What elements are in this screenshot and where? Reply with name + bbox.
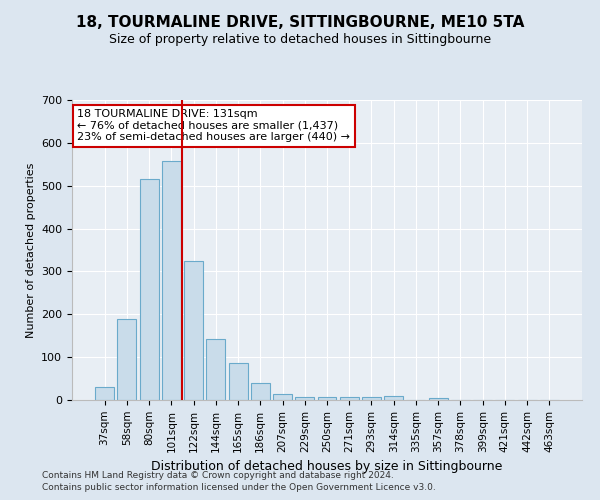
Text: 18 TOURMALINE DRIVE: 131sqm
← 76% of detached houses are smaller (1,437)
23% of : 18 TOURMALINE DRIVE: 131sqm ← 76% of det… (77, 109, 350, 142)
Bar (384, 396, 403, 400)
Text: Size of property relative to detached houses in Sittingbourne: Size of property relative to detached ho… (109, 32, 491, 46)
Bar (162, 161, 181, 400)
Bar (184, 260, 203, 400)
Bar (229, 362, 248, 400)
Bar (295, 396, 314, 400)
Bar (206, 338, 225, 400)
X-axis label: Distribution of detached houses by size in Sittingbourne: Distribution of detached houses by size … (151, 460, 503, 473)
Bar (273, 394, 292, 400)
Text: Contains public sector information licensed under the Open Government Licence v3: Contains public sector information licen… (42, 483, 436, 492)
Bar (140, 180, 158, 400)
Text: 18, TOURMALINE DRIVE, SITTINGBOURNE, ME10 5TA: 18, TOURMALINE DRIVE, SITTINGBOURNE, ME1… (76, 15, 524, 30)
Bar (362, 396, 381, 400)
Y-axis label: Number of detached properties: Number of detached properties (26, 162, 35, 338)
Bar (317, 396, 337, 400)
Bar (251, 383, 270, 400)
Bar (95, 387, 114, 400)
Bar (340, 396, 359, 400)
Bar (429, 398, 448, 400)
Bar (118, 320, 136, 400)
Text: Contains HM Land Registry data © Crown copyright and database right 2024.: Contains HM Land Registry data © Crown c… (42, 470, 394, 480)
